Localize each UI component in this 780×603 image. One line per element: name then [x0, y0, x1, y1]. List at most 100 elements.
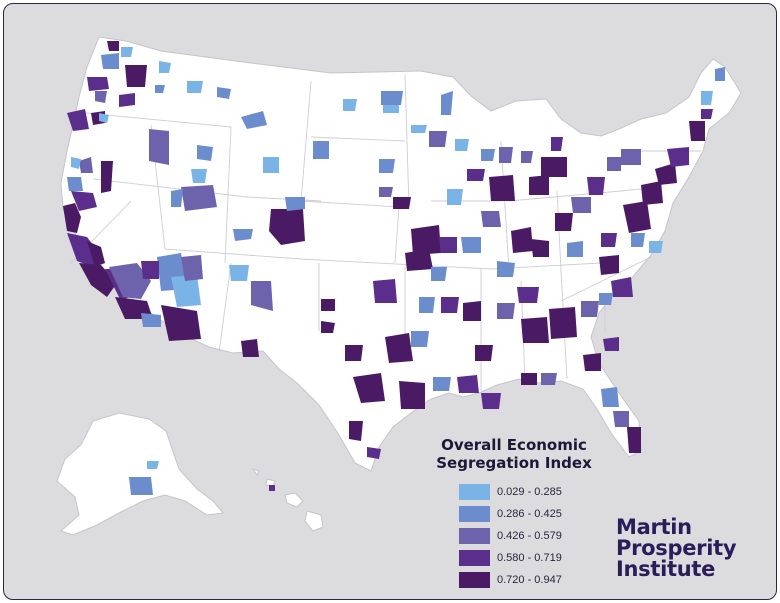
metro-area: [67, 233, 99, 267]
metro-area: [67, 177, 83, 191]
metro-area: [241, 111, 267, 129]
metro-area: [441, 91, 453, 115]
metro-area: [379, 187, 393, 197]
metro-area: [141, 261, 159, 279]
metro-area: [461, 237, 481, 253]
metro-area: [155, 85, 165, 93]
metro-area: [621, 149, 641, 165]
metro-area: [141, 313, 161, 327]
metro-area: [649, 241, 663, 253]
metro-area: [497, 303, 515, 319]
legend-label: 0.286 - 0.425: [497, 508, 562, 520]
metro-area: [367, 447, 381, 459]
metro-area: [197, 145, 213, 161]
metro-area: [147, 461, 159, 469]
metro-area: [571, 197, 591, 213]
metro-area: [343, 99, 357, 111]
metro-area: [611, 277, 633, 297]
legend-label: 0.426 - 0.579: [497, 530, 562, 542]
metro-area: [549, 307, 577, 339]
metro-area: [181, 185, 217, 211]
metro-area: [181, 255, 203, 281]
metro-area: [631, 233, 645, 247]
metro-area: [313, 141, 329, 159]
map-frame: Overall Economic Segregation Index 0.029…: [3, 3, 777, 600]
metro-areas: [63, 41, 725, 495]
legend-swatch: [459, 506, 490, 522]
legend: Overall Economic Segregation Index 0.029…: [429, 436, 599, 591]
metro-area: [379, 159, 395, 173]
metro-area: [623, 201, 651, 233]
metro-area: [99, 113, 109, 123]
metro-area: [405, 249, 433, 271]
metro-area: [521, 151, 533, 163]
metro-area: [149, 129, 169, 165]
metro-area: [125, 65, 147, 87]
metro-area: [447, 189, 463, 205]
metro-area: [161, 305, 201, 341]
metro-area: [251, 281, 273, 311]
metro-area: [71, 191, 97, 211]
metro-area: [481, 149, 495, 161]
legend-title: Overall Economic Segregation Index: [429, 436, 599, 472]
metro-area: [63, 203, 81, 233]
metro-area: [555, 213, 573, 231]
metro-area: [433, 377, 451, 391]
metro-area: [701, 91, 713, 105]
metro-area: [715, 67, 725, 81]
metro-area: [641, 181, 663, 205]
metro-area: [107, 41, 119, 51]
metro-area: [393, 197, 411, 209]
legend-swatch: [459, 550, 490, 566]
metro-area: [285, 197, 305, 211]
metro-area: [689, 121, 705, 141]
metro-area: [599, 255, 619, 275]
metro-area: [269, 485, 275, 491]
metro-area: [467, 169, 485, 181]
metro-area: [655, 163, 677, 185]
metro-area: [79, 157, 93, 173]
metro-area: [517, 287, 539, 303]
metro-area: [171, 275, 201, 307]
metro-area: [383, 105, 399, 113]
metro-area: [613, 411, 629, 427]
metro-area: [79, 263, 117, 297]
metro-area: [385, 333, 413, 363]
metro-area: [455, 139, 469, 151]
metro-area: [373, 279, 397, 303]
metro-area: [541, 157, 567, 177]
legend-item: 0.286 - 0.425: [459, 503, 599, 525]
metro-area: [457, 375, 479, 393]
metro-area: [463, 301, 481, 321]
metro-area: [481, 211, 501, 227]
legend-title-line1: Overall Economic: [441, 436, 587, 454]
metro-area: [345, 345, 363, 361]
legend-swatch: [459, 528, 490, 544]
metro-area: [499, 147, 513, 163]
metro-area: [603, 337, 619, 351]
metro-area: [399, 381, 425, 409]
metro-area: [109, 263, 151, 299]
metro-area: [411, 225, 441, 255]
metro-area: [667, 147, 689, 167]
metro-area: [541, 373, 557, 385]
metro-area: [171, 189, 183, 207]
legend-item: 0.580 - 0.719: [459, 547, 599, 569]
legend-title-line2: Segregation Index: [436, 454, 592, 472]
metro-area: [129, 477, 153, 495]
legend-swatch: [459, 572, 490, 588]
metro-area: [229, 265, 249, 281]
metro-area: [521, 317, 549, 343]
metro-area: [95, 91, 107, 103]
metro-area: [521, 373, 537, 385]
metro-area: [241, 339, 259, 357]
us-metro-map: [56, 36, 742, 536]
metro-area: [475, 345, 493, 361]
metro-area: [431, 267, 447, 281]
legend-label: 0.580 - 0.719: [497, 552, 562, 564]
metro-area: [419, 297, 435, 313]
metro-area: [531, 239, 549, 257]
metro-area: [187, 81, 203, 93]
metro-area: [101, 161, 113, 193]
metro-area: [481, 393, 501, 409]
